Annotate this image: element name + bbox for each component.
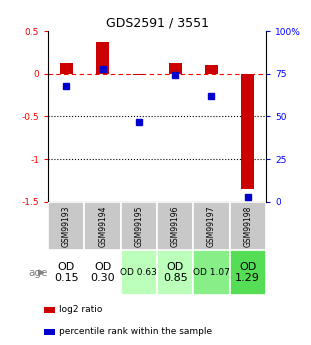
Text: OD 1.07: OD 1.07 — [193, 268, 230, 277]
Text: GSM99193: GSM99193 — [62, 205, 71, 247]
Bar — [60, 63, 73, 74]
Bar — [230, 250, 266, 295]
Text: GSM99194: GSM99194 — [98, 205, 107, 247]
Title: GDS2591 / 3551: GDS2591 / 3551 — [105, 17, 209, 30]
Bar — [85, 202, 121, 250]
Text: age: age — [29, 268, 48, 277]
Bar — [96, 42, 109, 74]
Text: OD
0.85: OD 0.85 — [163, 262, 188, 283]
Bar — [157, 202, 193, 250]
Bar — [193, 250, 230, 295]
Bar — [44, 328, 55, 335]
Text: OD
0.15: OD 0.15 — [54, 262, 79, 283]
Bar — [241, 74, 254, 189]
Text: OD
0.30: OD 0.30 — [90, 262, 115, 283]
Bar — [132, 74, 145, 76]
Bar — [85, 250, 121, 295]
Bar — [169, 63, 182, 74]
Text: OD
1.29: OD 1.29 — [235, 262, 260, 283]
Text: GSM99197: GSM99197 — [207, 205, 216, 247]
Bar — [121, 250, 157, 295]
Bar — [121, 202, 157, 250]
Text: log2 ratio: log2 ratio — [59, 305, 102, 314]
Bar — [48, 250, 85, 295]
Text: OD 0.63: OD 0.63 — [120, 268, 157, 277]
Bar — [48, 202, 85, 250]
Bar — [230, 202, 266, 250]
Text: GSM99196: GSM99196 — [171, 205, 180, 247]
Bar — [205, 65, 218, 74]
Bar — [44, 307, 55, 313]
Text: percentile rank within the sample: percentile rank within the sample — [59, 327, 212, 336]
Text: GSM99198: GSM99198 — [243, 205, 252, 247]
Bar — [193, 202, 230, 250]
Text: GSM99195: GSM99195 — [134, 205, 143, 247]
Bar — [157, 250, 193, 295]
